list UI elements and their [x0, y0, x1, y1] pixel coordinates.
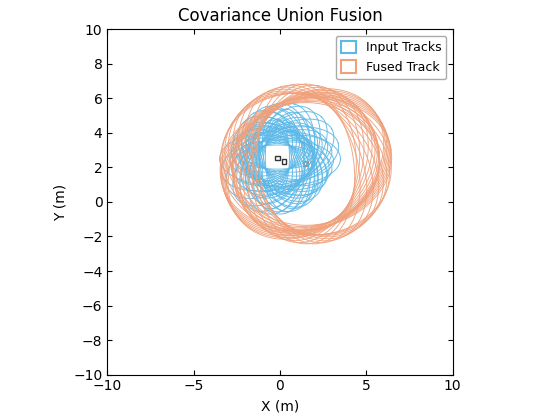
Input Tracks [312, 155, 319, 160]
Input Tracks [274, 167, 281, 172]
Fused Track [302, 223, 309, 228]
Y-axis label: Y (m): Y (m) [54, 184, 68, 220]
Fused Track [376, 160, 382, 165]
Line: Input Tracks: Input Tracks [240, 145, 315, 169]
Fused Track [243, 197, 250, 202]
Input Tracks [312, 154, 319, 159]
Input Tracks [306, 161, 313, 166]
Input Tracks [243, 162, 250, 167]
Fused Track [242, 196, 249, 201]
Fused Track [302, 100, 309, 105]
Input Tracks [274, 142, 281, 147]
Line: Fused Track: Fused Track [232, 102, 379, 226]
Legend: Input Tracks, Fused Track: Input Tracks, Fused Track [336, 36, 446, 79]
X-axis label: X (m): X (m) [261, 399, 299, 413]
Input Tracks [242, 161, 249, 166]
Fused Track [376, 161, 382, 166]
Title: Covariance Union Fusion: Covariance Union Fusion [178, 7, 382, 25]
Input Tracks [312, 155, 319, 160]
Input Tracks [296, 164, 303, 169]
Fused Track [376, 161, 382, 166]
Fused Track [365, 193, 372, 198]
Fused Track [248, 202, 254, 207]
Input Tracks [246, 163, 253, 168]
Fused Track [346, 211, 352, 216]
